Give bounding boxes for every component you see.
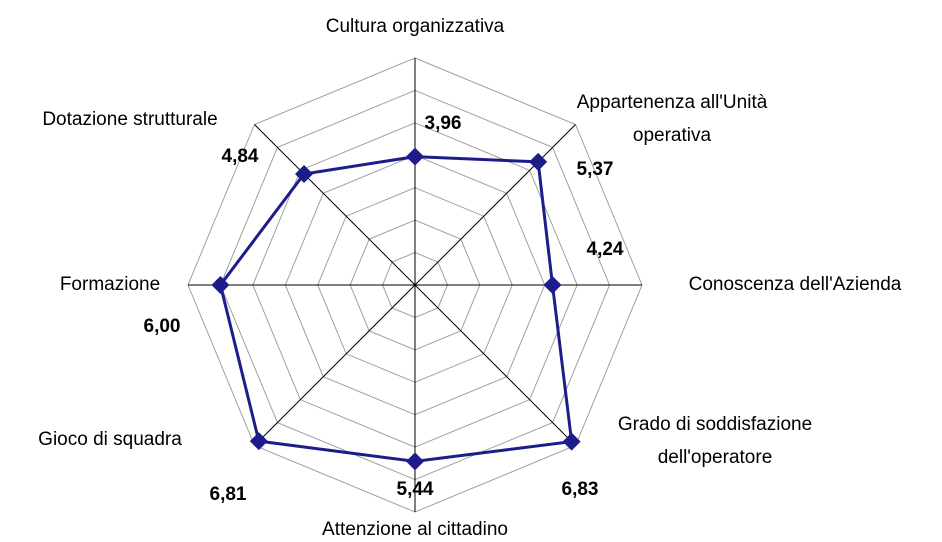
marker — [406, 452, 424, 471]
category-label-line: dell'operatore — [658, 447, 773, 468]
marker — [406, 147, 424, 166]
category-label: Cultura organizzativa — [326, 16, 505, 37]
category-label: Attenzione al cittadino — [322, 519, 508, 540]
marker — [562, 432, 581, 451]
category-label-line: Dotazione strutturale — [42, 109, 217, 130]
category-label: Formazione — [60, 274, 160, 295]
category-label-line: Cultura organizzativa — [326, 16, 505, 37]
category-label: Conoscenza dell'Azienda — [689, 274, 902, 295]
category-label-line: operativa — [633, 125, 712, 146]
value-label: 4,24 — [587, 239, 624, 260]
marker — [249, 432, 268, 451]
category-label: Gioco di squadra — [38, 429, 182, 450]
category-label-line: Conoscenza dell'Azienda — [689, 274, 902, 295]
marker — [543, 276, 562, 294]
spoke — [414, 124, 576, 286]
category-label-line: Gioco di squadra — [38, 429, 182, 450]
value-label: 5,37 — [577, 159, 614, 180]
value-label: 3,96 — [425, 113, 462, 134]
value-label: 6,00 — [144, 316, 181, 337]
value-label: 6,81 — [210, 484, 247, 505]
category-label-line: Grado di soddisfazione — [618, 414, 812, 435]
spoke — [414, 284, 576, 446]
marker — [529, 152, 548, 171]
category-label-line: Formazione — [60, 274, 160, 295]
spoke — [254, 124, 416, 286]
category-label: Dotazione strutturale — [42, 109, 217, 130]
category-label: Appartenenza all'Unità operativa — [577, 92, 768, 146]
marker — [295, 165, 314, 184]
category-label: Grado di soddisfazione dell'operatore — [618, 414, 812, 468]
spoke — [254, 284, 416, 446]
category-label-line: Attenzione al cittadino — [322, 519, 508, 540]
value-label: 6,83 — [562, 479, 599, 500]
category-label-line: Appartenenza all'Unità — [577, 92, 768, 113]
value-label: 4,84 — [222, 146, 259, 167]
value-label: 5,44 — [397, 479, 434, 500]
series-line — [218, 155, 574, 463]
marker — [211, 276, 230, 294]
